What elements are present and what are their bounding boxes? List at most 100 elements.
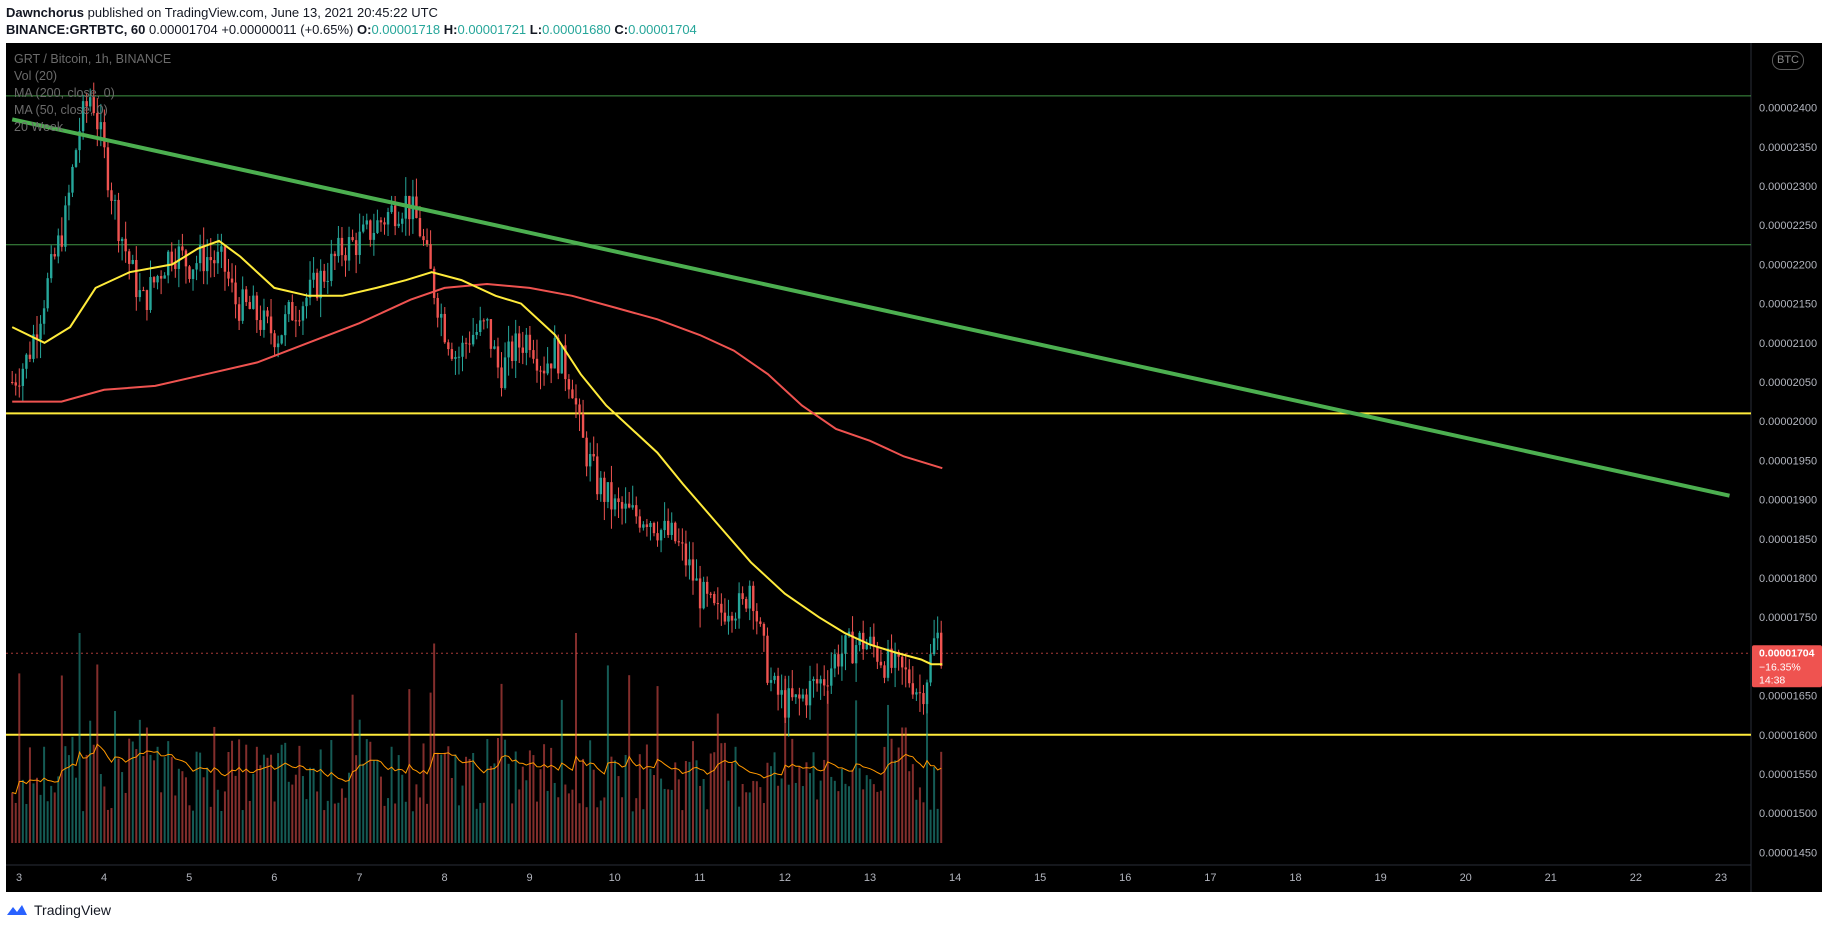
candle-body bbox=[532, 350, 535, 359]
candle-body bbox=[344, 255, 347, 261]
volume-bar bbox=[408, 689, 411, 843]
candle-body bbox=[284, 314, 287, 336]
high-value: 0.00001721 bbox=[457, 22, 527, 37]
candle-body bbox=[280, 335, 283, 344]
x-tick-label-1: 4 bbox=[101, 872, 107, 884]
candle-body bbox=[106, 147, 110, 191]
volume-bar bbox=[791, 738, 794, 843]
volume-bar bbox=[812, 752, 815, 843]
volume-bar bbox=[326, 800, 329, 843]
volume-bar bbox=[564, 784, 567, 843]
candle-body bbox=[929, 654, 932, 683]
legend-ma200[interactable]: MA (200, close, 0) bbox=[14, 86, 115, 100]
candle-body bbox=[656, 533, 659, 541]
candle-body bbox=[57, 235, 60, 257]
tradingview-logo-icon[interactable] bbox=[6, 903, 28, 917]
candle-body bbox=[365, 220, 368, 225]
volume-bar bbox=[734, 746, 737, 843]
x-tick-label-17: 20 bbox=[1460, 872, 1472, 884]
author-name[interactable]: Dawnchorus bbox=[6, 5, 85, 20]
candles bbox=[10, 82, 943, 737]
candle-body bbox=[39, 323, 42, 340]
volume-bar bbox=[826, 690, 829, 843]
candle-body bbox=[78, 131, 81, 151]
ohlc-line: BINANCE:GRTBTC, 60 0.00001704 +0.0000001… bbox=[6, 22, 697, 37]
candle-body bbox=[691, 559, 695, 581]
publish-line: Dawnchorus published on TradingView.com,… bbox=[6, 5, 438, 20]
candle-body bbox=[71, 166, 74, 193]
ma50-line bbox=[11, 239, 943, 666]
y-tick-label-17: 0.00001500 bbox=[1759, 808, 1817, 820]
volume-bar bbox=[504, 739, 507, 843]
y-tick-label-0: 0.00002400 bbox=[1759, 103, 1817, 115]
candle-body bbox=[645, 524, 649, 528]
candle-body bbox=[241, 289, 244, 321]
candle-body bbox=[425, 240, 429, 245]
candle-body bbox=[202, 245, 205, 272]
candle-body bbox=[333, 253, 337, 257]
volume-bar bbox=[209, 806, 212, 843]
low-label: L: bbox=[529, 22, 543, 37]
chart-panel[interactable]: 0.00002400 0.00002350 0.00002300 0.00002250… bbox=[6, 43, 1822, 892]
legend-volume[interactable]: Vol (20) bbox=[14, 69, 58, 83]
volume-bar bbox=[606, 665, 609, 843]
candle-body bbox=[429, 244, 432, 269]
volume-bar bbox=[39, 794, 42, 843]
candle-body bbox=[503, 357, 507, 389]
volume-bar bbox=[348, 772, 351, 843]
volume-bar bbox=[390, 746, 393, 843]
volume-bar bbox=[163, 757, 166, 843]
volume-bar bbox=[833, 780, 836, 843]
low-value: 0.00001680 bbox=[542, 22, 611, 37]
volume-bar bbox=[355, 755, 358, 843]
volume-bar bbox=[727, 780, 730, 843]
volume-bar bbox=[918, 787, 921, 843]
candle-body bbox=[220, 246, 223, 252]
y-tick-label-7: 0.00002050 bbox=[1759, 377, 1817, 389]
candle-body bbox=[390, 205, 393, 213]
candle-body bbox=[603, 477, 606, 502]
volume-bar bbox=[858, 768, 861, 843]
volume-bar bbox=[589, 740, 592, 843]
volume-bar bbox=[411, 811, 414, 843]
candle-body bbox=[46, 278, 49, 309]
candle-body bbox=[826, 685, 829, 687]
candle-body bbox=[766, 635, 769, 683]
volume-bar bbox=[663, 788, 666, 843]
volume-bar bbox=[535, 801, 538, 843]
price-chart[interactable]: 0.00002400 0.00002350 0.00002300 0.00002250… bbox=[6, 43, 1822, 892]
volume-bar bbox=[319, 749, 322, 843]
volume-bar bbox=[223, 791, 226, 843]
volume-bar bbox=[294, 774, 297, 843]
trendline bbox=[11, 117, 1730, 498]
volume-bar bbox=[397, 755, 400, 843]
volume-bar bbox=[553, 782, 556, 843]
candle-body bbox=[791, 688, 794, 698]
candle-body bbox=[234, 282, 237, 305]
currency-badge[interactable]: BTC bbox=[1772, 51, 1804, 70]
volume-bar bbox=[57, 776, 60, 843]
candle-body bbox=[152, 277, 156, 283]
legend-title[interactable]: GRT / Bitcoin, 1h, BINANCE bbox=[14, 52, 172, 66]
volume-bar bbox=[11, 792, 14, 843]
candle-body bbox=[386, 212, 390, 225]
legend-20-week[interactable]: 20 Week bbox=[14, 120, 64, 134]
candle-body bbox=[748, 585, 751, 609]
volume-bar bbox=[28, 747, 31, 843]
volume-bar bbox=[457, 805, 460, 843]
candle-body bbox=[854, 645, 858, 664]
volume-bar bbox=[206, 767, 209, 843]
candle-body bbox=[252, 295, 255, 309]
volume-bar bbox=[433, 643, 436, 843]
volume-bar bbox=[238, 739, 241, 843]
volume-bar bbox=[759, 787, 762, 843]
candle-body bbox=[681, 542, 684, 544]
brand-name[interactable]: TradingView bbox=[34, 902, 112, 918]
x-tick-label-9: 12 bbox=[779, 872, 791, 884]
close-label: C: bbox=[614, 22, 629, 37]
legend-ma50[interactable]: MA (50, close, 0) bbox=[14, 103, 108, 117]
volume-bar bbox=[149, 754, 152, 843]
horizontal-levels bbox=[6, 95, 1751, 736]
volume-bar bbox=[706, 809, 709, 843]
volume-bar bbox=[656, 686, 659, 843]
